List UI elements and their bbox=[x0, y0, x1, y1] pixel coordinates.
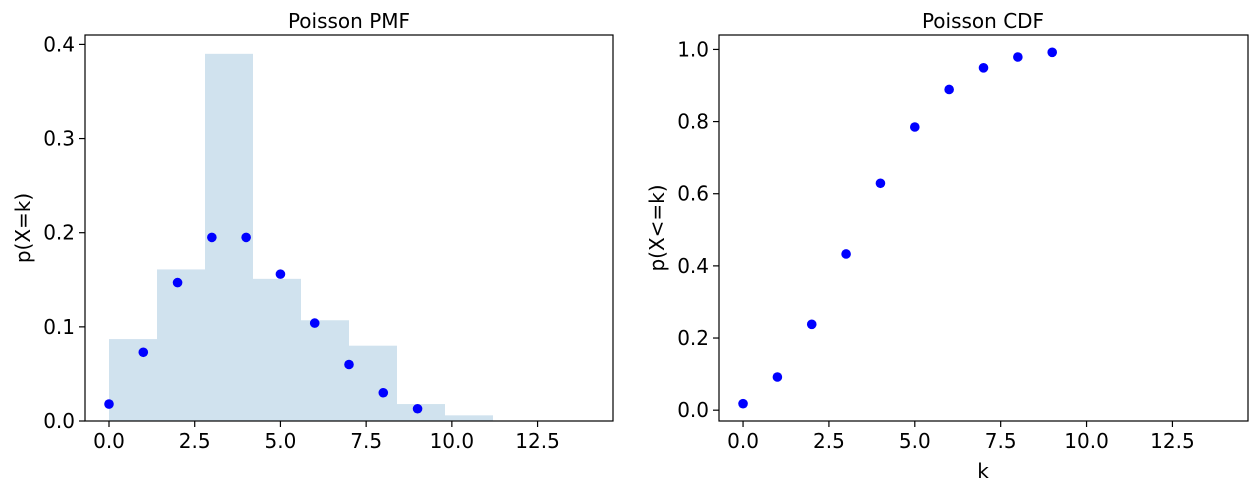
pmf-y-tick-label: 0.0 bbox=[43, 409, 75, 433]
pmf-data-point bbox=[241, 232, 251, 243]
cdf-data-point bbox=[841, 249, 851, 259]
cdf-chart: Poisson CDF 0.0 2.5 5.0 7.5 10.0 12.50.00.20.… bbox=[645, 9, 1249, 483]
cdf-x-tick-label: 5.0 bbox=[899, 429, 931, 453]
pmf-hist-bar bbox=[349, 345, 397, 421]
cdf-y-tick-label: 0.2 bbox=[677, 326, 709, 350]
pmf-data-point bbox=[412, 403, 423, 414]
cdf-data-point bbox=[875, 178, 886, 189]
pmf-hist-bar bbox=[445, 415, 493, 421]
pmf-data-point bbox=[138, 347, 149, 358]
cdf-data-point bbox=[978, 63, 989, 73]
pmf-x-tick-label: 2.5 bbox=[179, 429, 211, 453]
cdf-x-axis-label: k bbox=[977, 459, 989, 483]
cdf-data-point bbox=[738, 398, 748, 409]
pmf-data-point bbox=[172, 277, 183, 288]
pmf-hist-bar bbox=[253, 278, 301, 421]
cdf-data-point bbox=[1013, 52, 1023, 62]
pmf-x-tick-label: 10.0 bbox=[430, 429, 475, 453]
cdf-data-point bbox=[944, 84, 954, 95]
cdf-data-point bbox=[772, 372, 783, 382]
cdf-y-tick-label: 1.0 bbox=[677, 37, 709, 61]
pmf-hist-bar bbox=[301, 320, 349, 421]
pmf-x-tick-label: 12.5 bbox=[515, 429, 560, 453]
pmf-y-tick-label: 0.4 bbox=[43, 32, 75, 56]
pmf-y-axis-label: p(X=k) bbox=[11, 193, 35, 263]
pmf-title: Poisson PMF bbox=[288, 9, 410, 33]
pmf-data-point bbox=[207, 232, 217, 243]
pmf-data-point bbox=[344, 359, 354, 370]
pmf-hist-bar bbox=[157, 269, 205, 421]
pmf-x-tick-label: 0.0 bbox=[93, 429, 125, 453]
pmf-axes-frame bbox=[84, 34, 614, 422]
pmf-x-tick-label: 5.0 bbox=[265, 429, 297, 453]
cdf-y-tick-label: 0.8 bbox=[677, 110, 709, 134]
pmf-hist-bar bbox=[397, 404, 445, 421]
pmf-marks: 0.0 2.5 5.0 7.5 10.0 12.5 0.0 0.1 0.2 0.3 0.4 bbox=[43, 32, 614, 453]
cdf-marks: 0.0 2.5 5.0 7.5 10.0 12.5 0.0 0.2 0.4 0.6 0.8 1.0 bbox=[677, 34, 1249, 453]
pmf-y-tick-label: 0.3 bbox=[43, 127, 75, 151]
pmf-data-point bbox=[378, 387, 389, 398]
cdf-data-point bbox=[909, 122, 920, 132]
pmf-y-tick-label: 0.1 bbox=[43, 315, 75, 339]
cdf-axes-frame bbox=[718, 34, 1249, 422]
cdf-x-tick-label: 7.5 bbox=[985, 429, 1017, 453]
cdf-y-axis-label: p(X<=k) bbox=[645, 184, 669, 271]
cdf-y-tick-label: 0.6 bbox=[677, 182, 709, 206]
cdf-x-tick-label: 12.5 bbox=[1150, 429, 1195, 453]
cdf-x-tick-label: 0.0 bbox=[727, 429, 759, 453]
cdf-x-tick-label: 10.0 bbox=[1064, 429, 1109, 453]
pmf-data-point bbox=[104, 399, 114, 409]
cdf-title: Poisson CDF bbox=[922, 9, 1044, 33]
pmf-data-point bbox=[275, 269, 286, 279]
cdf-x-tick-label: 2.5 bbox=[813, 429, 845, 453]
cdf-data-point bbox=[1047, 47, 1058, 58]
cdf-y-tick-label: 0.0 bbox=[677, 398, 709, 422]
pmf-chart: Poisson PMF 0.0 2.5 5.0 7.5 10.0 12.50.00.10.… bbox=[11, 9, 614, 453]
pmf-y-tick-label: 0.2 bbox=[43, 221, 75, 245]
pmf-data-point bbox=[309, 318, 320, 328]
pmf-hist-bar bbox=[109, 339, 157, 421]
pmf-x-tick-label: 7.5 bbox=[350, 429, 382, 453]
cdf-y-tick-label: 0.4 bbox=[677, 254, 709, 278]
cdf-data-point bbox=[806, 319, 817, 330]
